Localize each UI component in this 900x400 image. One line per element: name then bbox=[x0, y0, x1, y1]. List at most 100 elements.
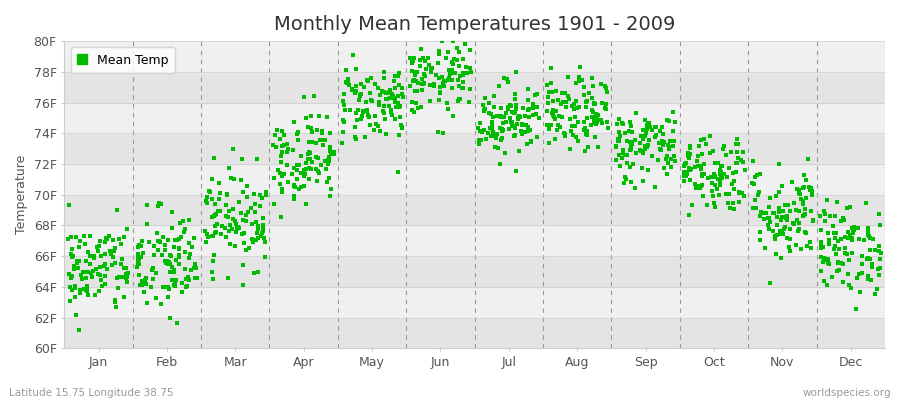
Point bbox=[570, 80, 584, 87]
Point bbox=[415, 86, 429, 93]
Point bbox=[457, 41, 472, 48]
Point bbox=[707, 173, 722, 179]
Point bbox=[763, 280, 778, 286]
Point bbox=[201, 234, 215, 240]
Point bbox=[323, 148, 338, 155]
Point bbox=[825, 274, 840, 280]
Point bbox=[231, 198, 246, 205]
Point bbox=[175, 280, 189, 286]
Point bbox=[379, 90, 393, 96]
Point bbox=[773, 228, 788, 234]
Point bbox=[212, 196, 227, 202]
Point bbox=[776, 208, 790, 215]
Point bbox=[392, 132, 407, 138]
Point bbox=[594, 120, 608, 126]
Point bbox=[226, 146, 240, 152]
Point bbox=[677, 173, 691, 179]
Point bbox=[144, 284, 158, 290]
Point bbox=[817, 218, 832, 224]
Point bbox=[523, 127, 537, 133]
Point bbox=[753, 170, 768, 177]
Point bbox=[706, 193, 720, 200]
Point bbox=[693, 166, 707, 172]
Point bbox=[767, 210, 781, 216]
Point bbox=[322, 145, 337, 152]
Point bbox=[74, 272, 88, 278]
Point bbox=[707, 160, 722, 166]
Point bbox=[247, 270, 261, 276]
Point bbox=[855, 261, 869, 267]
Point bbox=[515, 120, 529, 127]
Point bbox=[837, 217, 851, 223]
Point bbox=[183, 240, 197, 246]
Point bbox=[836, 215, 850, 221]
Point bbox=[542, 126, 556, 132]
Point bbox=[482, 110, 497, 116]
Point bbox=[161, 284, 176, 290]
Point bbox=[250, 223, 265, 230]
Point bbox=[415, 81, 429, 87]
Point bbox=[391, 73, 405, 79]
Point bbox=[659, 156, 673, 162]
Point bbox=[178, 225, 193, 232]
Point bbox=[339, 78, 354, 85]
Point bbox=[783, 208, 797, 214]
Legend: Mean Temp: Mean Temp bbox=[70, 47, 175, 73]
Point bbox=[815, 259, 830, 266]
Point bbox=[376, 110, 391, 116]
Point bbox=[783, 248, 797, 254]
Point bbox=[845, 229, 859, 235]
Point bbox=[834, 218, 849, 224]
Point bbox=[840, 251, 854, 258]
Point bbox=[256, 228, 270, 234]
Point bbox=[565, 102, 580, 109]
Point bbox=[315, 128, 329, 134]
Point bbox=[682, 142, 697, 149]
Point bbox=[149, 230, 164, 237]
Point bbox=[407, 108, 421, 115]
Point bbox=[364, 97, 379, 104]
Point bbox=[271, 166, 285, 173]
Point bbox=[703, 133, 717, 140]
Point bbox=[445, 77, 459, 84]
Point bbox=[817, 210, 832, 217]
Point bbox=[734, 157, 748, 164]
Point bbox=[408, 32, 422, 38]
Point bbox=[93, 238, 107, 244]
Point bbox=[256, 215, 270, 221]
Point bbox=[230, 226, 244, 232]
Bar bbox=[64, 72, 885, 102]
Point bbox=[131, 244, 146, 251]
Point bbox=[485, 126, 500, 132]
Point bbox=[290, 130, 304, 137]
Point bbox=[841, 270, 855, 277]
Point bbox=[210, 221, 224, 228]
Point bbox=[719, 174, 733, 180]
Point bbox=[220, 191, 234, 198]
Point bbox=[158, 242, 172, 248]
Point bbox=[540, 121, 554, 128]
Point bbox=[68, 285, 82, 292]
Point bbox=[356, 107, 370, 114]
Point bbox=[713, 180, 727, 186]
Point bbox=[226, 216, 240, 222]
Point bbox=[238, 247, 253, 253]
Point bbox=[762, 225, 777, 232]
Point bbox=[752, 237, 767, 244]
Point bbox=[105, 237, 120, 244]
Point bbox=[253, 202, 267, 209]
Point bbox=[625, 128, 639, 135]
Point bbox=[392, 104, 407, 110]
Point bbox=[113, 241, 128, 248]
Point bbox=[297, 172, 311, 179]
Point bbox=[345, 87, 359, 93]
Point bbox=[464, 68, 478, 75]
Point bbox=[633, 147, 647, 154]
Point bbox=[189, 265, 203, 271]
Point bbox=[617, 180, 632, 186]
Point bbox=[753, 208, 768, 215]
Point bbox=[407, 77, 421, 83]
Point bbox=[544, 122, 558, 128]
Point bbox=[663, 138, 678, 145]
Point bbox=[369, 120, 383, 127]
